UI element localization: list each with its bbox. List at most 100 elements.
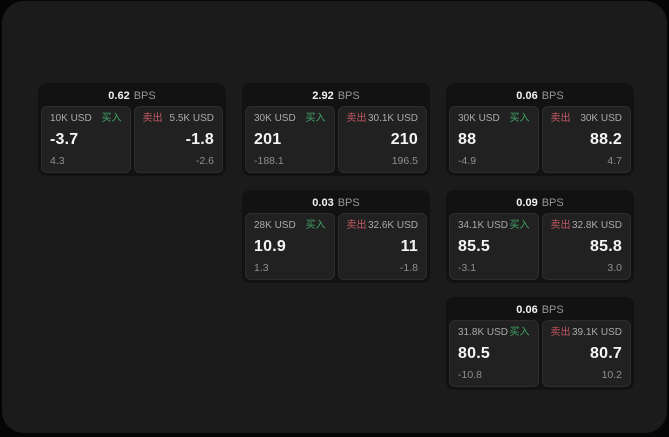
bps-value: 0.09	[516, 197, 538, 209]
buy-size: 28K USD	[254, 220, 296, 231]
buy-price: -3.7	[50, 131, 79, 148]
card-header: 0.06 BPS	[449, 86, 631, 106]
bps-unit-label: BPS	[337, 90, 360, 102]
buy-price: 85.5	[458, 238, 490, 255]
buy-panel-header: 30K USD 买入	[254, 113, 326, 124]
sell-panel-header: 卖出 30K USD	[551, 113, 623, 124]
sell-price: 210	[390, 131, 418, 148]
sell-size: 5.5K USD	[169, 113, 214, 124]
buy-change: 1.3	[254, 262, 269, 274]
buy-size: 31.8K USD	[458, 327, 509, 338]
card-body: 28K USD 买入 10.9 1.3 卖出 32.6K USD 11 -1.8	[245, 213, 427, 280]
buy-side-label: 买入	[509, 113, 530, 124]
sell-size: 30K USD	[580, 113, 622, 124]
sell-side-label: 卖出	[346, 220, 367, 231]
sell-panel-header: 卖出 5.5K USD	[143, 113, 215, 124]
buy-panel-header: 28K USD 买入	[254, 220, 326, 231]
buy-panel[interactable]: 28K USD 买入 10.9 1.3	[245, 213, 335, 280]
sell-change: 4.7	[607, 155, 622, 167]
sell-change: -1.8	[399, 262, 418, 274]
sell-side-label: 卖出	[550, 220, 571, 231]
card-header: 0.06 BPS	[449, 300, 631, 320]
buy-panel[interactable]: 30K USD 买入 201 -188.1	[245, 106, 335, 173]
buy-panel[interactable]: 10K USD 买入 -3.7 4.3	[41, 106, 131, 173]
sell-change: 196.5	[391, 155, 418, 167]
bps-unit-label: BPS	[541, 90, 564, 102]
buy-panel-header: 10K USD 买入	[50, 113, 122, 124]
quote-card: 2.92 BPS 30K USD 买入 201 -188.1 卖出 30.1K …	[242, 83, 430, 176]
card-body: 10K USD 买入 -3.7 4.3 卖出 5.5K USD -1.8 -2.…	[41, 106, 223, 173]
sell-size: 30.1K USD	[367, 113, 418, 124]
buy-change: -188.1	[254, 155, 284, 167]
buy-change: 4.3	[50, 155, 65, 167]
buy-change: -4.9	[458, 155, 477, 167]
sell-panel[interactable]: 卖出 5.5K USD -1.8 -2.6	[133, 106, 223, 173]
buy-price: 201	[254, 131, 282, 148]
sell-size: 32.8K USD	[571, 220, 622, 231]
sell-price: 85.8	[590, 238, 622, 255]
quote-card: 0.06 BPS 31.8K USD 买入 80.5 -10.8 卖出 39.1…	[446, 297, 634, 390]
bps-unit-label: BPS	[133, 90, 156, 102]
card-header: 0.09 BPS	[449, 193, 631, 213]
buy-side-label: 买入	[509, 327, 530, 338]
sell-price: 80.7	[590, 345, 622, 362]
sell-side-label: 卖出	[346, 113, 367, 124]
sell-panel[interactable]: 卖出 39.1K USD 80.7 10.2	[541, 320, 631, 387]
buy-panel[interactable]: 31.8K USD 买入 80.5 -10.8	[449, 320, 539, 387]
buy-price: 88	[458, 131, 477, 148]
sell-change: 3.0	[607, 262, 622, 274]
sell-price: 11	[400, 238, 418, 255]
buy-size: 34.1K USD	[458, 220, 509, 231]
card-header: 0.62 BPS	[41, 86, 223, 106]
sell-side-label: 卖出	[142, 113, 163, 124]
buy-panel-header: 31.8K USD 买入	[458, 327, 530, 338]
card-header: 0.03 BPS	[245, 193, 427, 213]
card-body: 30K USD 买入 88 -4.9 卖出 30K USD 88.2 4.7	[449, 106, 631, 173]
sell-panel-header: 卖出 30.1K USD	[347, 113, 419, 124]
sell-price: 88.2	[590, 131, 622, 148]
sell-price: -1.8	[185, 131, 214, 148]
buy-panel[interactable]: 30K USD 买入 88 -4.9	[449, 106, 539, 173]
bps-unit-label: BPS	[541, 304, 564, 316]
sell-side-label: 卖出	[550, 113, 571, 124]
bps-value: 0.06	[516, 90, 538, 102]
sell-panel-header: 卖出 32.6K USD	[347, 220, 419, 231]
buy-panel-header: 30K USD 买入	[458, 113, 530, 124]
buy-side-label: 买入	[305, 220, 326, 231]
sell-panel[interactable]: 卖出 32.8K USD 85.8 3.0	[541, 213, 631, 280]
buy-side-label: 买入	[305, 113, 326, 124]
sell-size: 39.1K USD	[571, 327, 622, 338]
buy-price: 10.9	[254, 238, 286, 255]
buy-price: 80.5	[458, 345, 490, 362]
buy-side-label: 买入	[101, 113, 122, 124]
buy-side-label: 买入	[509, 220, 530, 231]
bps-value: 2.92	[312, 90, 334, 102]
card-body: 30K USD 买入 201 -188.1 卖出 30.1K USD 210 1…	[245, 106, 427, 173]
sell-panel-header: 卖出 32.8K USD	[551, 220, 623, 231]
buy-change: -3.1	[458, 262, 477, 274]
sell-panel[interactable]: 卖出 30K USD 88.2 4.7	[541, 106, 631, 173]
sell-panel-header: 卖出 39.1K USD	[551, 327, 623, 338]
buy-panel-header: 34.1K USD 买入	[458, 220, 530, 231]
bps-unit-label: BPS	[337, 197, 360, 209]
cards-grid: 0.62 BPS 10K USD 买入 -3.7 4.3 卖出 5.5K USD…	[38, 83, 667, 390]
buy-change: -10.8	[458, 369, 482, 381]
buy-panel[interactable]: 34.1K USD 买入 85.5 -3.1	[449, 213, 539, 280]
sell-size: 32.6K USD	[367, 220, 418, 231]
sell-change: -2.6	[195, 155, 214, 167]
quote-card: 0.06 BPS 30K USD 买入 88 -4.9 卖出 30K USD 8…	[446, 83, 634, 176]
quote-card: 0.09 BPS 34.1K USD 买入 85.5 -3.1 卖出 32.8K…	[446, 190, 634, 283]
card-header: 2.92 BPS	[245, 86, 427, 106]
buy-size: 30K USD	[458, 113, 500, 124]
bps-value: 0.62	[108, 90, 130, 102]
sell-panel[interactable]: 卖出 30.1K USD 210 196.5	[337, 106, 427, 173]
card-body: 34.1K USD 买入 85.5 -3.1 卖出 32.8K USD 85.8…	[449, 213, 631, 280]
sell-side-label: 卖出	[550, 327, 571, 338]
bps-value: 0.03	[312, 197, 334, 209]
buy-size: 10K USD	[50, 113, 92, 124]
sell-change: 10.2	[601, 369, 622, 381]
sell-panel[interactable]: 卖出 32.6K USD 11 -1.8	[337, 213, 427, 280]
bps-value: 0.06	[516, 304, 538, 316]
